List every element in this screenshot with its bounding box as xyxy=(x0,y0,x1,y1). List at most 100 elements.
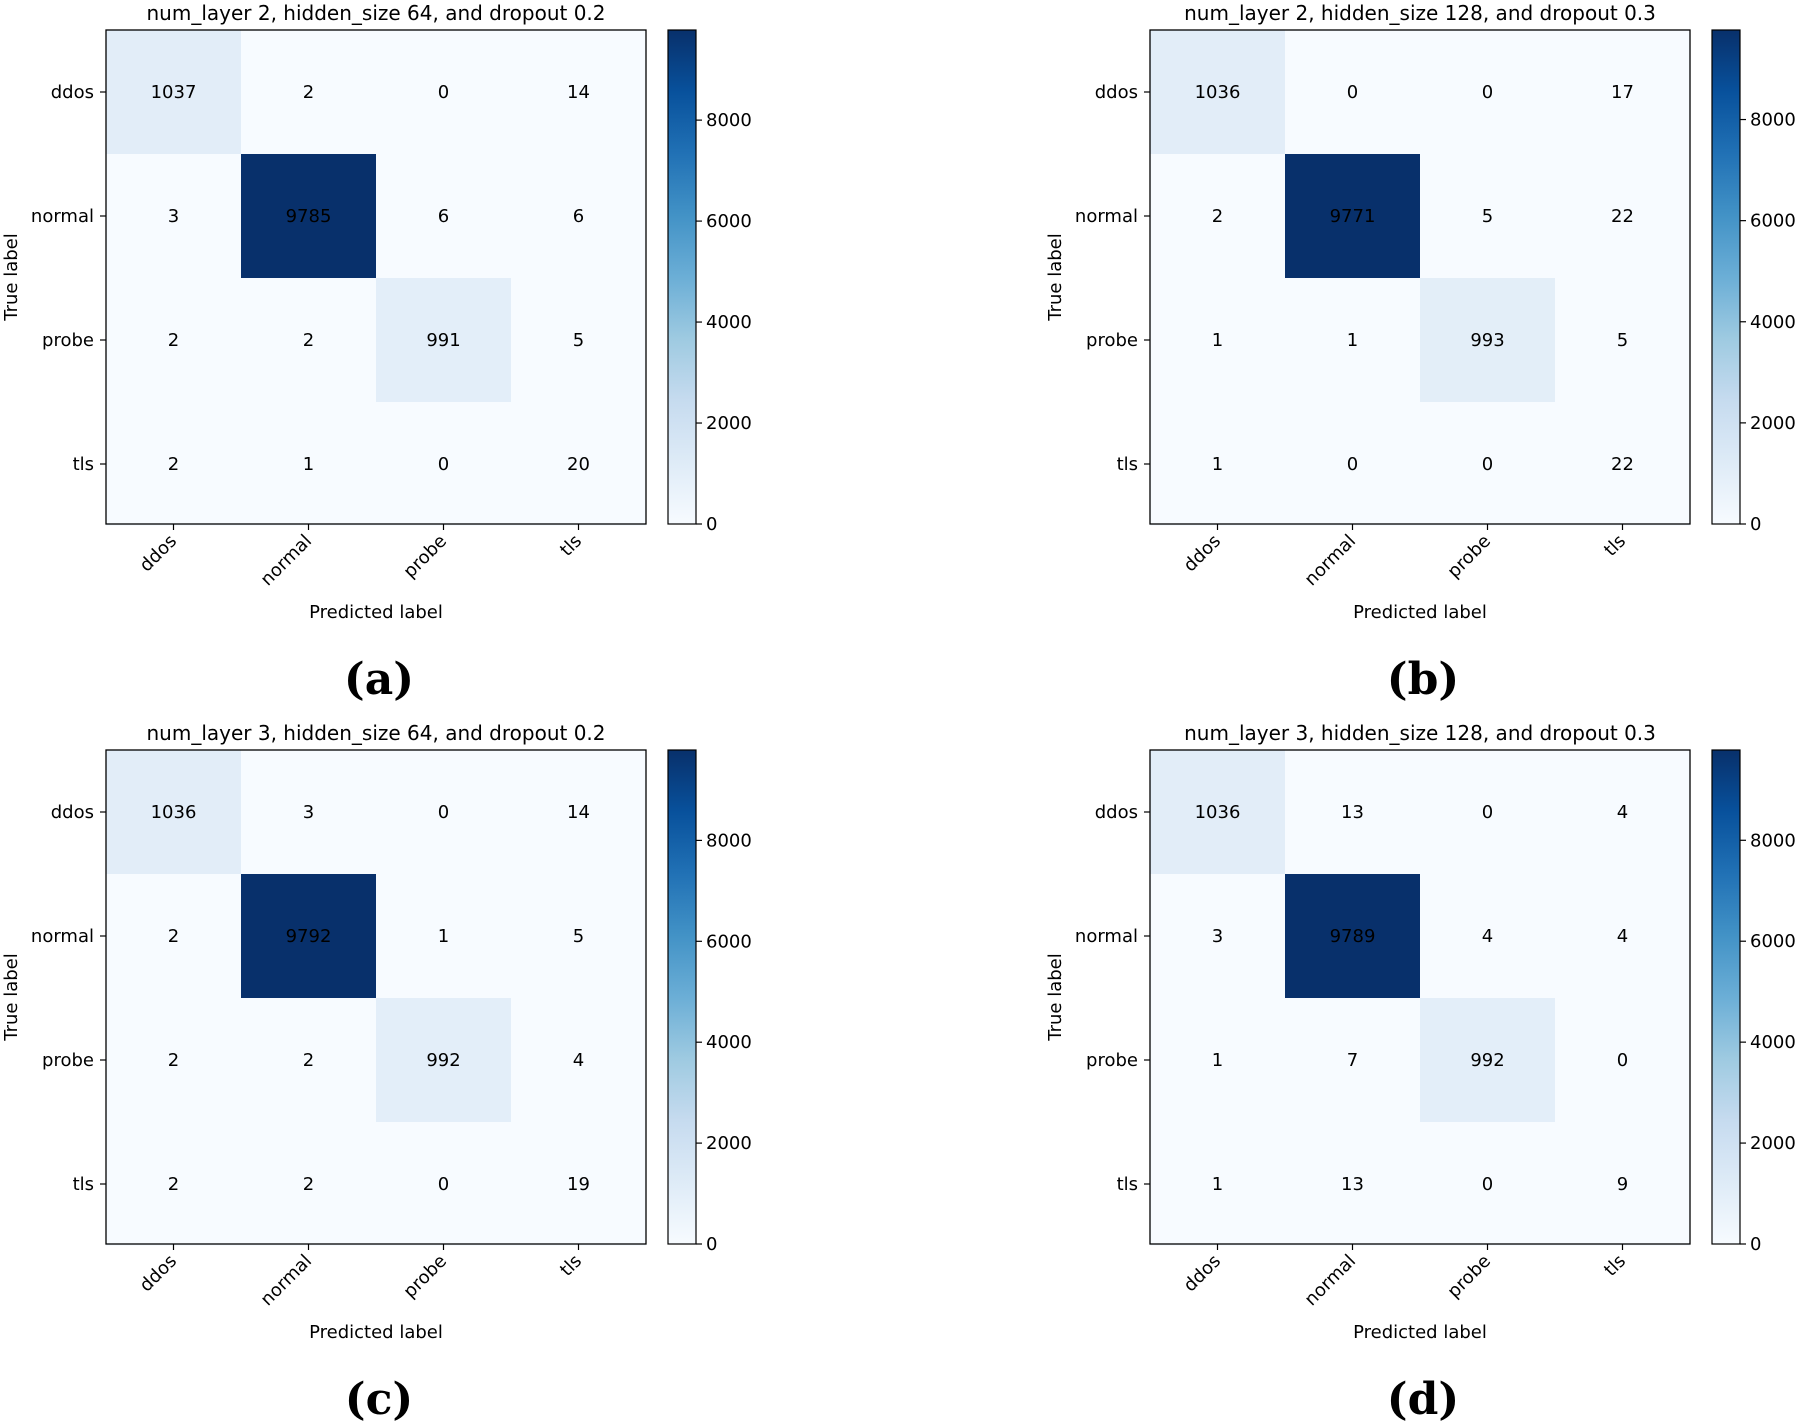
y-tick-label: probe xyxy=(42,330,94,351)
cell-value-label: 20 xyxy=(567,454,590,475)
colorbar-tick-label: 6000 xyxy=(706,211,752,232)
y-axis-label: True label xyxy=(1045,953,1066,1042)
cell-value-label: 1036 xyxy=(151,802,197,823)
colorbar xyxy=(667,29,697,525)
cell-value-label: 992 xyxy=(426,1050,460,1071)
cell-value-label: 13 xyxy=(1341,1174,1364,1195)
matrix-cell xyxy=(106,278,241,402)
matrix-cell xyxy=(1150,874,1285,998)
matrix-cell xyxy=(106,1122,241,1246)
cell-value-label: 22 xyxy=(1611,206,1634,227)
colorbar xyxy=(1711,29,1741,525)
cell-value-label: 17 xyxy=(1611,82,1634,103)
matrix-cell xyxy=(1150,278,1285,402)
matrix-cell xyxy=(1150,750,1285,874)
y-tick-label: normal xyxy=(1075,926,1138,947)
matrix-cell xyxy=(241,750,376,874)
x-tick-label: normal xyxy=(1301,1251,1360,1310)
x-tick-label: ddos xyxy=(1180,1251,1225,1296)
cell-value-label: 0 xyxy=(438,1174,449,1195)
cell-value-label: 6 xyxy=(438,206,449,227)
matrix-cell xyxy=(511,874,646,998)
matrix-cell xyxy=(106,154,241,278)
matrix-cell xyxy=(1555,1122,1690,1246)
panel-label: (a) xyxy=(344,654,414,705)
panel-label: (b) xyxy=(1387,654,1459,705)
matrix-cell xyxy=(106,874,241,998)
matrix-cell xyxy=(1420,30,1555,154)
cell-value-label: 1036 xyxy=(1195,802,1241,823)
matrix-cell xyxy=(511,1122,646,1246)
matrix-cell xyxy=(241,1122,376,1246)
cell-value-label: 4 xyxy=(1617,926,1628,947)
matrix-cell xyxy=(1150,998,1285,1122)
y-tick-label: probe xyxy=(1086,1050,1138,1071)
x-tick-label: tls xyxy=(556,531,586,561)
y-tick-label: probe xyxy=(42,1050,94,1071)
matrix-cell xyxy=(511,998,646,1122)
matrix-cell xyxy=(1555,874,1690,998)
cell-value-label: 0 xyxy=(1482,454,1493,475)
cell-value-label: 9789 xyxy=(1330,926,1376,947)
matrix-cell xyxy=(1285,750,1420,874)
cell-value-label: 2 xyxy=(303,82,314,103)
matrix-cell xyxy=(1555,278,1690,402)
y-tick-label: ddos xyxy=(1095,82,1138,103)
colorbar-tick-label: 8000 xyxy=(706,830,752,851)
y-tick-label: normal xyxy=(1075,206,1138,227)
matrix-cell xyxy=(241,278,376,402)
matrix-cell xyxy=(1150,402,1285,526)
cell-value-label: 0 xyxy=(1617,1050,1628,1071)
cell-value-label: 1 xyxy=(438,926,449,947)
matrix-cell xyxy=(1420,750,1555,874)
cell-value-label: 2 xyxy=(303,1050,314,1071)
matrix-cell xyxy=(376,154,511,278)
colorbar-tick-label: 8000 xyxy=(1750,830,1796,851)
cell-value-label: 22 xyxy=(1611,454,1634,475)
matrix-cell xyxy=(1285,30,1420,154)
y-tick-label: ddos xyxy=(51,802,94,823)
matrix-cell xyxy=(511,278,646,402)
y-tick-label: tls xyxy=(1117,1174,1138,1195)
cell-value-label: 1 xyxy=(303,454,314,475)
cell-value-label: 5 xyxy=(1617,330,1628,351)
plot-frame xyxy=(105,749,647,1245)
cell-value-label: 0 xyxy=(438,802,449,823)
x-tick-label: normal xyxy=(1301,531,1360,590)
confusion-matrix-panel: 1036 13 0 4 3 9789 4 4 1 7 992 0 1 13 0 9 num_layer 3, h… xyxy=(1045,721,1796,1425)
matrix-cell xyxy=(1420,874,1555,998)
plot-frame xyxy=(105,29,647,525)
cell-value-label: 1 xyxy=(1212,330,1223,351)
matrix-cell xyxy=(106,402,241,526)
cell-value-label: 992 xyxy=(1470,1050,1504,1071)
cell-value-label: 3 xyxy=(303,802,314,823)
y-tick-label: ddos xyxy=(1095,802,1138,823)
colorbar-tick-label: 2000 xyxy=(706,1133,752,1154)
matrix-cell xyxy=(106,750,241,874)
cell-value-label: 1037 xyxy=(151,82,197,103)
cell-value-label: 4 xyxy=(1482,926,1493,947)
x-tick-label: ddos xyxy=(1180,531,1225,576)
matrix-cell xyxy=(1420,1122,1555,1246)
x-tick-label: normal xyxy=(257,531,316,590)
colorbar-tick-label: 0 xyxy=(1750,514,1761,535)
y-tick-label: tls xyxy=(73,454,94,475)
x-tick-label: tls xyxy=(1600,1251,1630,1281)
cell-value-label: 2 xyxy=(168,330,179,351)
cell-value-label: 5 xyxy=(573,926,584,947)
cell-value-label: 1 xyxy=(1347,330,1358,351)
cell-value-label: 0 xyxy=(1482,1174,1493,1195)
matrix-cell xyxy=(241,874,376,998)
cell-value-label: 2 xyxy=(303,1174,314,1195)
colorbar-tick-label: 2000 xyxy=(706,413,752,434)
y-tick-label: tls xyxy=(1117,454,1138,475)
matrix-cell xyxy=(1555,30,1690,154)
matrix-cell xyxy=(1285,278,1420,402)
colorbar-tick-label: 4000 xyxy=(706,312,752,333)
matrix-cell xyxy=(376,874,511,998)
cell-value-label: 7 xyxy=(1347,1050,1358,1071)
cell-value-label: 4 xyxy=(573,1050,584,1071)
cell-value-label: 2 xyxy=(168,1050,179,1071)
